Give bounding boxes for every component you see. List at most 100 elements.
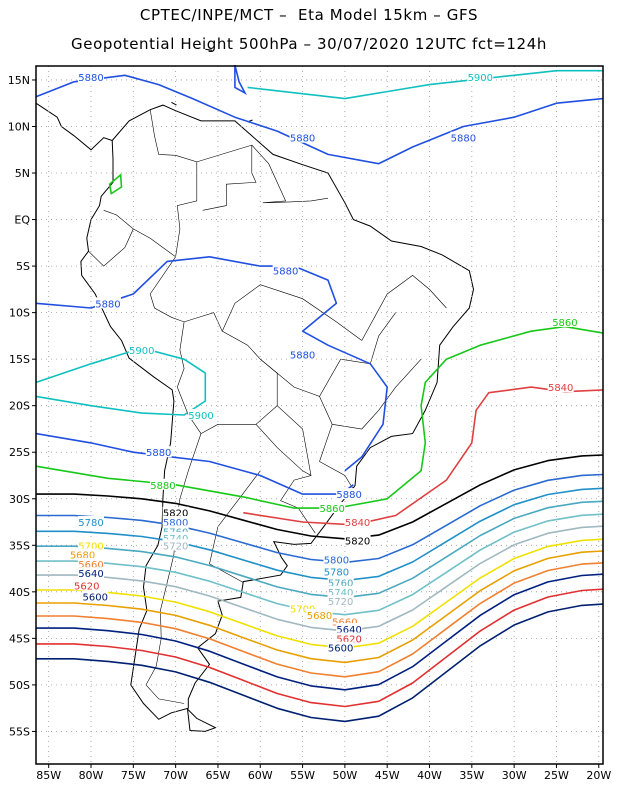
contour-label: 5880 — [78, 73, 103, 84]
contour-label-bg — [331, 615, 358, 627]
longitude-ticks: 85W 80W 75W 70W 65W 60W 55W 50W 45W 40W 35W 30W 25W 2… — [36, 764, 611, 782]
contour-label: 5820 — [345, 537, 370, 548]
contour-label: 5640 — [336, 625, 361, 636]
contour-label: 5880 — [336, 490, 361, 501]
contour-label-bg — [69, 548, 96, 560]
contour-label-bg — [551, 315, 578, 327]
contour-label-bg — [162, 516, 189, 528]
contour-label-bg — [289, 602, 316, 614]
x-tick-label: 25W — [544, 769, 569, 782]
contour-label-bg — [162, 539, 189, 551]
contour-line-5880 — [35, 432, 354, 495]
tierra-del-fuego-coastline — [186, 707, 217, 732]
map-subtitle: Geopotential Height 500hPa – 30/07/2020 … — [71, 35, 547, 53]
contour-line-5600 — [36, 603, 604, 723]
contour-label-bg — [128, 343, 155, 355]
country-border — [319, 358, 422, 430]
country-border — [184, 312, 278, 425]
contour-label: 5880 — [273, 267, 298, 278]
central-america-coastline — [35, 102, 113, 151]
x-tick-label: 75W — [121, 769, 146, 782]
contour-line-5640 — [36, 573, 604, 691]
contour-label: 5840 — [548, 383, 573, 394]
contour-label-bg — [78, 557, 105, 569]
contour-label-bg — [450, 131, 477, 143]
y-tick-label: 55S — [9, 725, 30, 738]
country-border — [276, 405, 316, 534]
x-tick-label: 65W — [206, 769, 231, 782]
contour-label: 5700 — [78, 541, 103, 552]
contour-label-bg — [336, 623, 363, 635]
x-tick-label: 45W — [375, 769, 400, 782]
contour-label: 5880 — [150, 481, 175, 492]
south-america-coastline — [80, 104, 475, 720]
y-tick-label: 45S — [9, 632, 30, 645]
contour-label-bg — [78, 567, 105, 579]
contour-label: 5900 — [129, 346, 154, 357]
contour-label-bg — [323, 553, 350, 565]
contour-label-bg — [162, 525, 189, 537]
y-tick-label: 35S — [9, 539, 30, 552]
country-border — [209, 470, 261, 583]
contour-label-bg — [306, 609, 333, 621]
contour-line-5900 — [35, 347, 207, 416]
contour-line-5660 — [36, 562, 604, 678]
country-border — [319, 424, 354, 490]
contour-label: 5880 — [290, 134, 315, 145]
x-tick-label: 35W — [459, 769, 484, 782]
y-tick-label: 5N — [15, 167, 30, 180]
contour-label-bg — [94, 297, 121, 309]
contour-label-bg — [78, 539, 105, 551]
contour-label: 5900 — [188, 411, 213, 422]
x-tick-label: 40W — [417, 769, 442, 782]
contour-label-bg — [162, 506, 189, 518]
coastline-layer — [35, 48, 475, 732]
contour-line-5720 — [36, 525, 604, 632]
map-title: CPTEC/INPE/MCT – Eta Model 15km – GFS — [139, 6, 479, 24]
latitude-ticks: 15N 10N 5N EQ 5S 10S 15S 20S 25S 30S 35S 40S 45S 50S 5… — [8, 74, 36, 738]
country-border — [251, 144, 329, 204]
contour-label-bg — [289, 348, 316, 360]
y-tick-label: 20S — [9, 400, 30, 413]
contour-label: 5880 — [290, 351, 315, 362]
contour-line-5820 — [36, 454, 604, 540]
contour-label-bg — [289, 131, 316, 143]
contour-label: 5640 — [78, 569, 103, 580]
contour-line-5760 — [36, 500, 604, 599]
country-border — [221, 284, 362, 341]
contour-label: 5860 — [319, 504, 344, 515]
map-frame — [35, 65, 604, 765]
contour-label-bg — [162, 531, 189, 543]
contour-label: 5800 — [163, 518, 188, 529]
y-tick-label: 40S — [9, 586, 30, 599]
contour-lines-layer — [35, 64, 604, 723]
contour-label-bg — [319, 502, 346, 514]
x-tick-label: 80W — [79, 769, 104, 782]
y-tick-label: 10N — [8, 120, 30, 133]
contour-label-bg — [78, 71, 105, 83]
contour-label-bg — [327, 641, 354, 653]
contour-label-bg — [149, 478, 176, 490]
country-borders-layer — [88, 109, 447, 704]
contour-label-bg — [344, 534, 371, 546]
country-border — [177, 386, 312, 476]
contour-label: 5620 — [74, 581, 99, 592]
contour-line-5860-closed — [108, 173, 123, 195]
x-tick-label: 60W — [248, 769, 273, 782]
contour-labels-layer: 5880 5900 5880 5880 5880 5880 5900 5880 5860 5840… — [69, 71, 578, 655]
contour-label: 5600 — [83, 592, 108, 603]
contour-label-bg — [336, 632, 363, 644]
contour-label: 5880 — [146, 448, 171, 459]
contour-label: 5600 — [328, 644, 353, 655]
contour-label: 5680 — [307, 611, 332, 622]
contour-label: 5820 — [163, 509, 188, 520]
y-tick-label: 5S — [16, 260, 30, 273]
contour-label: 5800 — [324, 555, 349, 566]
contour-label-bg — [344, 516, 371, 528]
country-border — [196, 144, 257, 211]
contour-label: 5780 — [324, 567, 349, 578]
contour-line-5880 — [35, 256, 388, 472]
contour-line-5620 — [36, 588, 604, 708]
country-border — [145, 433, 202, 704]
